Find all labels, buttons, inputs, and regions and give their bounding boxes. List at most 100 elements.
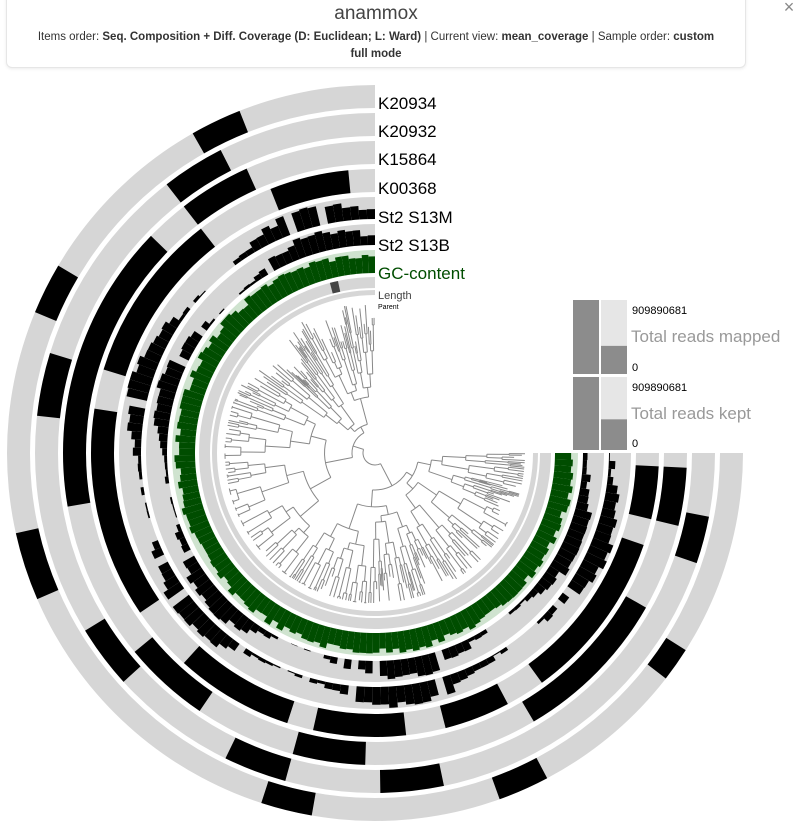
coverage-bar (257, 656, 267, 664)
ring-k20934[interactable] (7, 85, 743, 821)
tree-branch (257, 534, 274, 548)
ring-block[interactable] (528, 537, 644, 683)
coverage-bar (421, 654, 434, 676)
tree-branch (359, 308, 364, 339)
coverage-bar (251, 652, 260, 659)
tree-branch (234, 507, 237, 511)
tree-branch (465, 459, 486, 463)
ring-st2-s13m[interactable] (119, 197, 631, 709)
ring-block[interactable] (15, 528, 59, 600)
tree-branch (325, 456, 353, 464)
ring-block[interactable] (183, 646, 295, 724)
tree-branch (419, 504, 440, 528)
coverage-bar (249, 280, 257, 287)
ring-block[interactable] (103, 228, 216, 377)
coverage-bar (357, 660, 366, 670)
ring-block[interactable] (192, 110, 248, 154)
ring-gc-content[interactable] (172, 250, 578, 656)
ring-block[interactable] (134, 637, 213, 712)
coverage-bar (414, 655, 426, 677)
coverage-bar (134, 439, 142, 448)
coverage-bar (457, 669, 469, 681)
ring-block[interactable] (63, 235, 168, 507)
tree-branch (272, 409, 286, 417)
ring-block[interactable] (225, 737, 292, 781)
layer-label-length[interactable]: Length (378, 290, 412, 302)
ring-block[interactable] (491, 757, 548, 800)
sample-name: Total reads kept (631, 404, 751, 423)
coverage-bar (153, 418, 170, 428)
tree-branch (238, 476, 252, 480)
coverage-bar (553, 553, 572, 569)
layer-label-st2-s13b[interactable]: St2 S13B (378, 236, 450, 255)
sample-row-2[interactable]: 909890681 0 Total reads kept (573, 377, 751, 450)
tree-branch (461, 527, 469, 535)
tree-branch (311, 337, 314, 340)
coverage-bar (461, 639, 472, 652)
ring-block[interactable] (183, 168, 257, 225)
ring-block[interactable] (35, 265, 79, 321)
tree-branch (281, 380, 289, 387)
tree-branch (475, 491, 486, 497)
gc-bar (275, 609, 292, 631)
ring-k20932[interactable] (35, 113, 715, 793)
tree-branch (325, 359, 336, 378)
gc-bar (223, 566, 240, 582)
coverage-bar (174, 530, 185, 540)
tree-branch (356, 353, 359, 361)
tree-branch (467, 465, 470, 473)
layer-label-k15864[interactable]: K15864 (378, 150, 437, 169)
tree-branch (397, 528, 404, 547)
ring-block[interactable] (166, 150, 232, 203)
layer-label-parent[interactable]: Parent (378, 304, 399, 311)
tree-branch (441, 456, 444, 465)
gc-bar (397, 630, 407, 653)
tree-branch (493, 507, 500, 512)
ring-block[interactable] (37, 353, 73, 419)
layer-label-k00368[interactable]: K00368 (378, 179, 437, 198)
ring-k15864[interactable] (63, 141, 687, 765)
ring-block[interactable] (522, 596, 647, 722)
layer-label-k20932[interactable]: K20932 (378, 122, 437, 141)
ring-block[interactable] (91, 408, 160, 613)
layer-label-k20934[interactable]: K20934 (378, 94, 437, 113)
gc-bar (542, 512, 563, 525)
tree-branch (310, 435, 327, 441)
ring-block[interactable] (379, 763, 444, 793)
ring-block[interactable] (85, 618, 141, 682)
ring-k00368[interactable] (91, 169, 659, 737)
gc-bar (515, 560, 537, 579)
ring-block[interactable] (261, 781, 316, 816)
tree-branch (229, 428, 241, 432)
ring-block[interactable] (292, 731, 366, 765)
gc-bar (329, 260, 339, 278)
coverage-bar (499, 646, 509, 655)
ring-block[interactable] (628, 465, 659, 520)
coverage-bar (471, 662, 482, 672)
sample-row-1[interactable]: 909890681 0 Total reads mapped (573, 300, 780, 374)
tree-branch (282, 534, 297, 550)
ring-block[interactable] (270, 170, 351, 211)
ring-block[interactable] (674, 512, 709, 564)
tree-branch (372, 471, 407, 491)
coverage-bar (131, 431, 142, 440)
ring-length[interactable] (199, 277, 551, 629)
ring-block[interactable] (439, 683, 508, 729)
mode-label: full mode (350, 48, 402, 60)
layer-label-st2-s13m[interactable]: St2 S13M (378, 208, 453, 227)
tree-branch (337, 556, 344, 560)
close-icon[interactable]: × (783, 0, 795, 17)
dendrogram[interactable] (224, 305, 526, 604)
coverage-bar (411, 682, 424, 705)
ring-block[interactable] (313, 707, 407, 737)
tree-branch (410, 569, 420, 593)
ring-block[interactable] (647, 637, 686, 679)
coverage-bar (355, 686, 365, 703)
ring-st2-s13b[interactable] (146, 224, 604, 682)
ring-block[interactable] (656, 466, 687, 526)
tree-branch (397, 584, 402, 601)
gc-bar (307, 622, 320, 643)
layer-label-gc-content[interactable]: GC-content (378, 264, 465, 283)
tree-branch (308, 396, 328, 414)
